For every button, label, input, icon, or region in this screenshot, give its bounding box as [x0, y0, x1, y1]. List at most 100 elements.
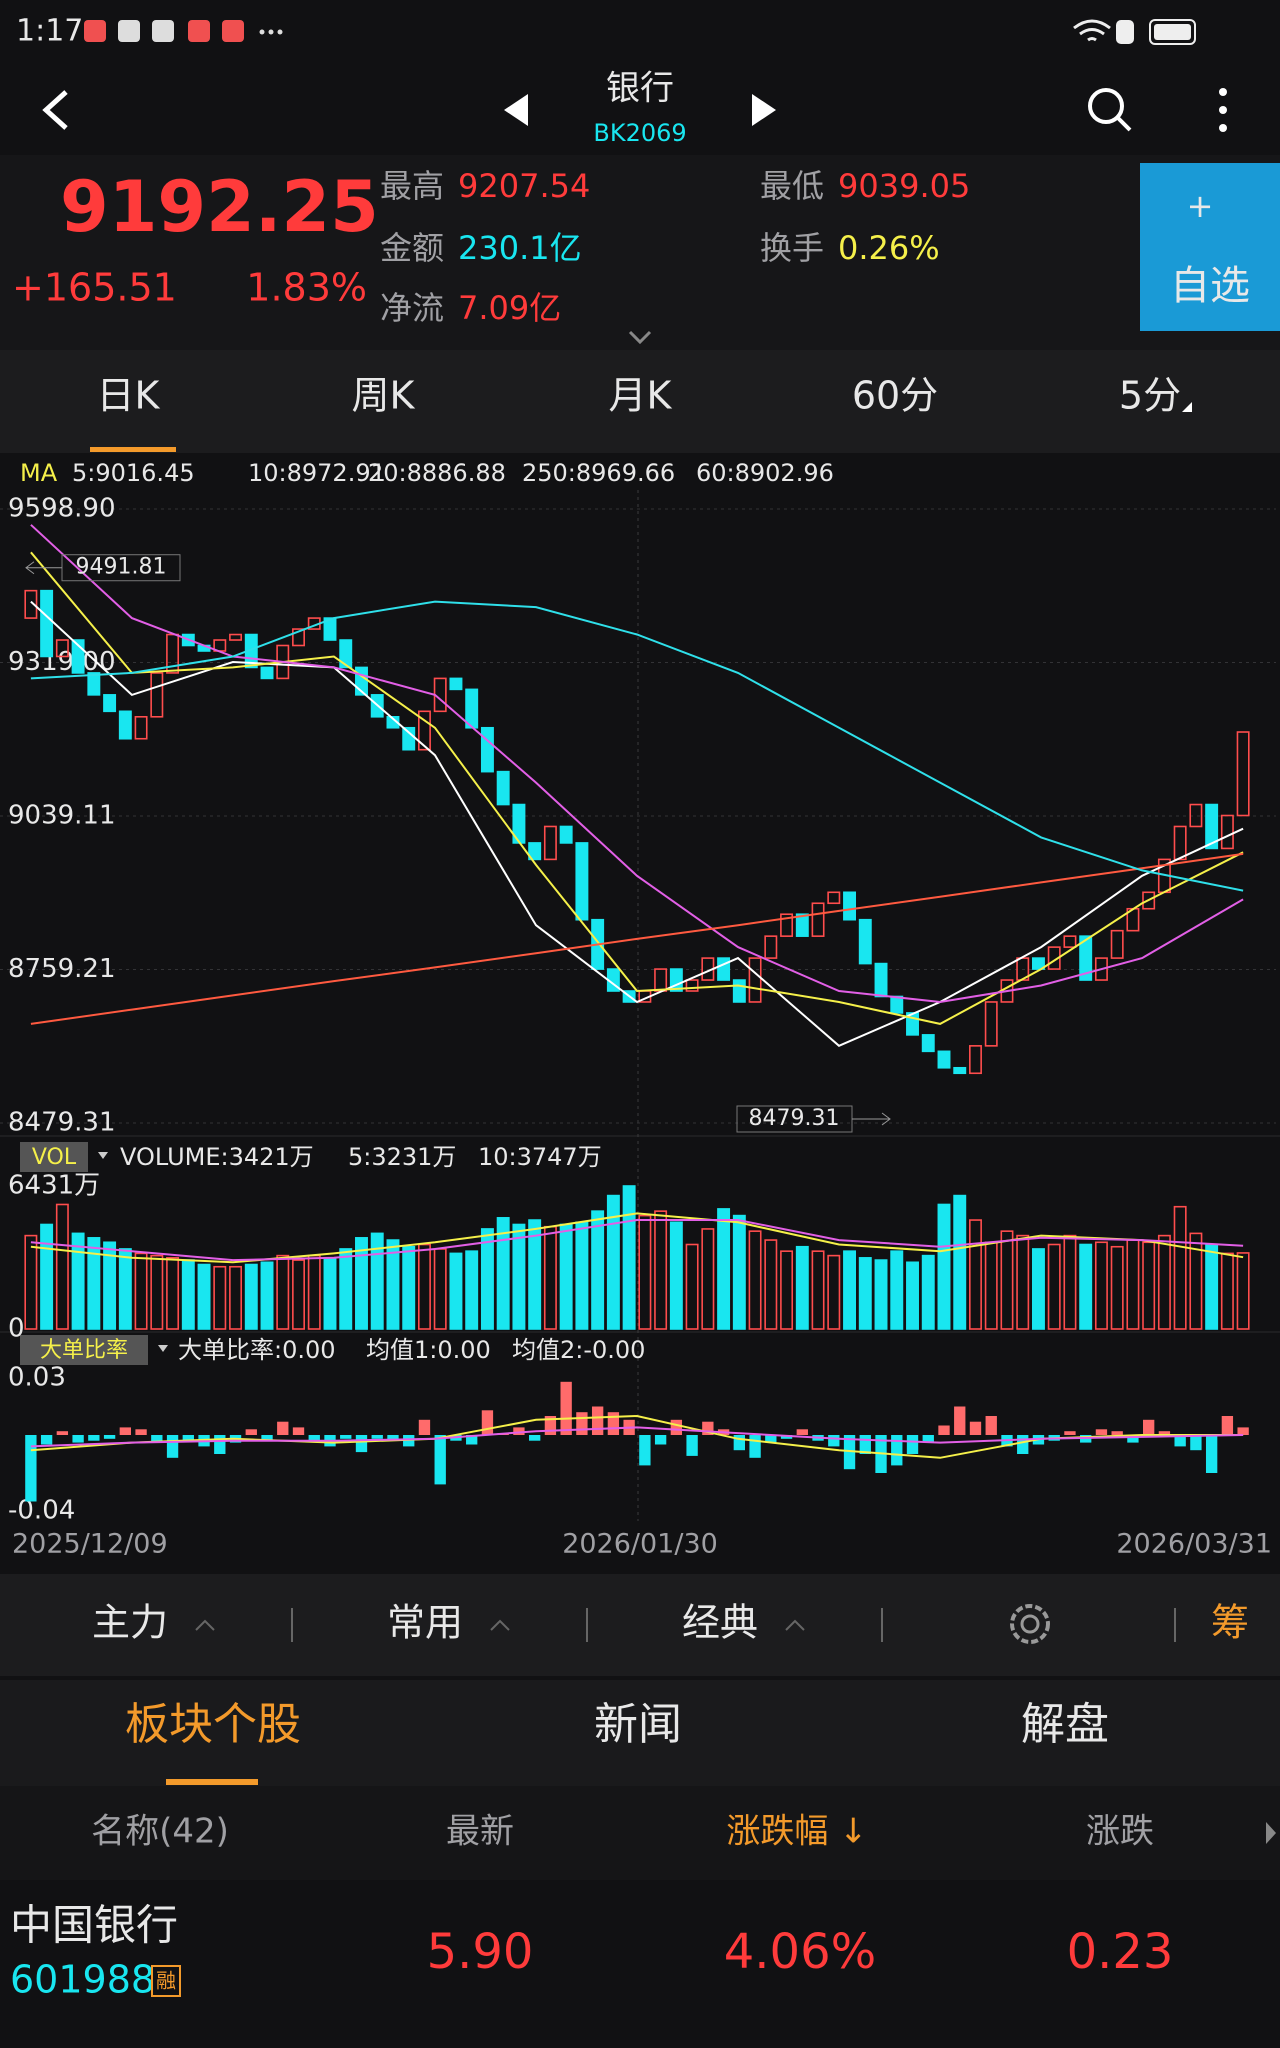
candle: [748, 957, 762, 1003]
volume-bar: [1079, 1243, 1093, 1330]
ratio-bar: [639, 1435, 651, 1466]
ratio-bar: [1221, 1416, 1234, 1435]
volume-bar: [890, 1250, 904, 1330]
candle: [953, 1066, 967, 1075]
ratio-bar: [560, 1381, 572, 1435]
volume-bar: [1094, 1241, 1108, 1330]
tab[interactable]: 板块个股: [125, 1699, 301, 1750]
quote-value: 9039.05: [838, 167, 970, 205]
y-tick-label: -0.04: [8, 1496, 75, 1526]
badge-box: [151, 1965, 181, 1997]
indicator-box[interactable]: [20, 1335, 148, 1365]
ratio-bar: [1237, 1427, 1249, 1435]
ma-title: MA: [20, 459, 58, 487]
add-watchlist-button[interactable]: + 自选: [1140, 163, 1280, 331]
period-tab[interactable]: 周K: [352, 374, 416, 418]
volume-bar: [638, 1214, 652, 1330]
volume-bar: [1157, 1234, 1171, 1330]
volume-bar: [906, 1261, 919, 1330]
volume-bar: [370, 1232, 384, 1330]
indicator-box[interactable]: [20, 1142, 88, 1172]
volume-bar: [575, 1221, 589, 1330]
table-row[interactable]: 中国银行 601988 融 5.90 4.06% 0.23: [10, 1901, 1173, 2002]
volume-bar: [103, 1241, 117, 1330]
back-button[interactable]: [42, 90, 68, 130]
volume-bar: [339, 1248, 353, 1330]
volume-bar: [213, 1265, 227, 1330]
ratio-bar: [969, 1421, 982, 1435]
toolbar-item[interactable]: 常用: [387, 1601, 463, 1645]
period-tab[interactable]: 5分: [1119, 374, 1181, 418]
candle: [685, 979, 699, 992]
volume-bar: [953, 1194, 967, 1330]
toolbar-item[interactable]: 主力: [92, 1601, 168, 1645]
y-tick-label: 0.03: [8, 1363, 66, 1393]
stock-badge: 融: [156, 1969, 176, 1993]
search-button[interactable]: [1088, 88, 1132, 132]
volume-bar: [1220, 1252, 1234, 1330]
ratio-bar: [702, 1421, 714, 1435]
volume-bar: [276, 1254, 290, 1330]
candle: [528, 842, 542, 861]
next-button[interactable]: [752, 94, 776, 126]
more-button[interactable]: [1219, 88, 1227, 132]
expand-button[interactable]: [628, 330, 652, 345]
candle: [71, 639, 85, 674]
candle: [260, 666, 274, 680]
toolbar-decor: [195, 1608, 1176, 1642]
volume-bar: [622, 1185, 636, 1330]
quote-change: +165.51: [12, 266, 177, 310]
candle: [103, 694, 117, 713]
ratio-bar: [1142, 1419, 1155, 1435]
toolbar-item[interactable]: 经典: [682, 1601, 758, 1645]
candle: [1236, 731, 1250, 817]
candle: [1063, 935, 1077, 948]
volume-bar: [795, 1245, 809, 1330]
prev-button[interactable]: [504, 94, 528, 126]
volume-bar: [732, 1214, 746, 1330]
candle: [55, 639, 69, 658]
ratio-bar: [245, 1429, 257, 1435]
candle: [575, 842, 589, 921]
candle: [811, 902, 825, 937]
candle: [229, 633, 243, 641]
volume-bar: [1016, 1234, 1030, 1330]
candle: [1220, 814, 1234, 850]
period-tab[interactable]: 60分: [852, 374, 938, 418]
column-header[interactable]: 名称(42): [91, 1812, 229, 1852]
volume-bar: [87, 1237, 101, 1330]
column-header[interactable]: 涨跌幅 ↓: [726, 1812, 867, 1852]
volume-bar: [528, 1219, 542, 1330]
candle: [339, 639, 353, 669]
period-tab[interactable]: 日K: [97, 374, 161, 418]
volume-bar: [323, 1257, 337, 1330]
column-header[interactable]: 涨跌: [1086, 1812, 1154, 1852]
tab-dropdown: [1182, 402, 1192, 412]
tab-indicator: [90, 447, 176, 452]
candle: [780, 913, 794, 937]
ratio-bar: [40, 1435, 53, 1445]
candle: [150, 672, 164, 718]
ratio-bar: [261, 1435, 273, 1441]
header-title: 银行: [606, 69, 674, 109]
tab[interactable]: 新闻: [594, 1699, 682, 1750]
toolbar-item[interactable]: 筹: [1211, 1601, 1249, 1645]
tab[interactable]: 解盘: [1021, 1699, 1109, 1750]
settings-button[interactable]: [1010, 1604, 1050, 1644]
period-tab[interactable]: 月K: [609, 374, 673, 418]
volume-bar: [1142, 1241, 1156, 1330]
volume-bar: [874, 1259, 888, 1330]
ma-legend: 250:8969.66: [522, 459, 675, 487]
ratio-bar: [686, 1435, 698, 1456]
scroll-right[interactable]: [1266, 1822, 1276, 1844]
low-marker: 8479.31: [749, 1106, 840, 1131]
marker-arrow: [25, 561, 62, 575]
toolbar: [0, 1574, 1280, 1676]
ratio-bar: [88, 1435, 100, 1441]
ratio-bar: [1190, 1435, 1202, 1451]
column-header[interactable]: 最新: [446, 1812, 514, 1852]
candle: [937, 1050, 951, 1069]
quote-value: 7.09亿: [458, 289, 561, 327]
volume-bar: [669, 1221, 683, 1330]
ratio-bar: [765, 1435, 777, 1443]
